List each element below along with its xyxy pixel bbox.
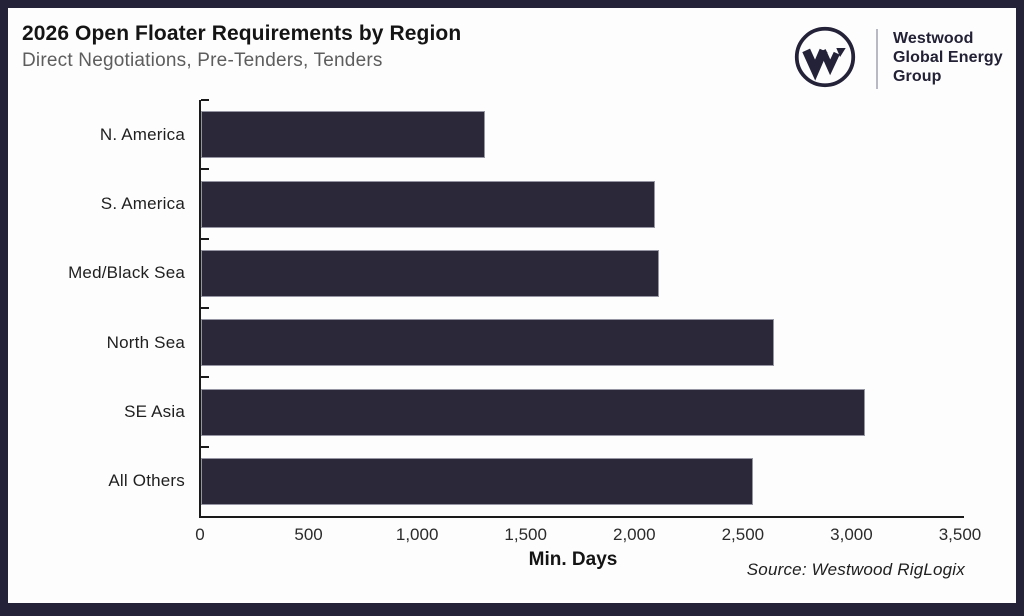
bar <box>201 457 753 505</box>
category-label: SE Asia <box>124 402 185 421</box>
y-axis-tick <box>201 376 209 379</box>
y-axis-tick <box>201 307 209 309</box>
y-axis-tick <box>201 445 209 448</box>
x-tick-label: 2,500 <box>721 525 765 544</box>
x-tick-label: 1,000 <box>395 525 439 544</box>
x-tick-label: 500 <box>294 525 323 544</box>
logo-text: Westwood Global Energy Group <box>893 29 1003 86</box>
x-tick-label: 3,500 <box>938 525 982 544</box>
category-label: N. America <box>99 124 185 144</box>
chart-title: 2026 Open Floater Requirements by Region <box>22 22 462 45</box>
chart-canvas: 2026 Open Floater Requirements by Region… <box>8 8 1016 603</box>
bar <box>201 180 655 228</box>
y-axis-tick <box>201 237 209 240</box>
bar <box>201 111 485 159</box>
logo-text-line-2: Global Energy <box>893 49 1003 66</box>
bar-chart: N. America S. America Med/Black Sea North S… <box>8 8 1016 603</box>
bar <box>201 319 774 367</box>
category-label: All Others <box>108 471 185 491</box>
x-tick-label: 3,000 <box>830 525 873 544</box>
x-tick-label: 0 <box>195 525 205 544</box>
category-label: North Sea <box>106 332 185 352</box>
bar <box>201 249 659 297</box>
category-label: S. America <box>100 194 185 213</box>
x-axis-line <box>199 516 964 518</box>
westwood-logo-icon <box>794 26 856 88</box>
bar <box>201 388 865 436</box>
x-tick-label: 2,000 <box>613 525 656 544</box>
x-axis-title: Min. Days <box>528 549 618 570</box>
chart-subtitle: Direct Negotiations, Pre-Tenders, Tender… <box>22 50 383 71</box>
logo-text-line-1: Westwood <box>893 30 974 47</box>
logo-divider <box>876 29 878 89</box>
westwood-logo: Westwood Global Energy Group <box>791 18 1006 98</box>
category-label: Med/Black Sea <box>68 263 185 283</box>
x-tick-label: 1,500 <box>504 525 547 544</box>
y-axis-tick <box>201 99 209 101</box>
source-credit: Source: Westwood RigLogix <box>746 560 965 579</box>
y-axis-line <box>199 100 201 518</box>
logo-text-line-3: Group <box>893 68 942 85</box>
y-axis-tick <box>201 168 209 171</box>
